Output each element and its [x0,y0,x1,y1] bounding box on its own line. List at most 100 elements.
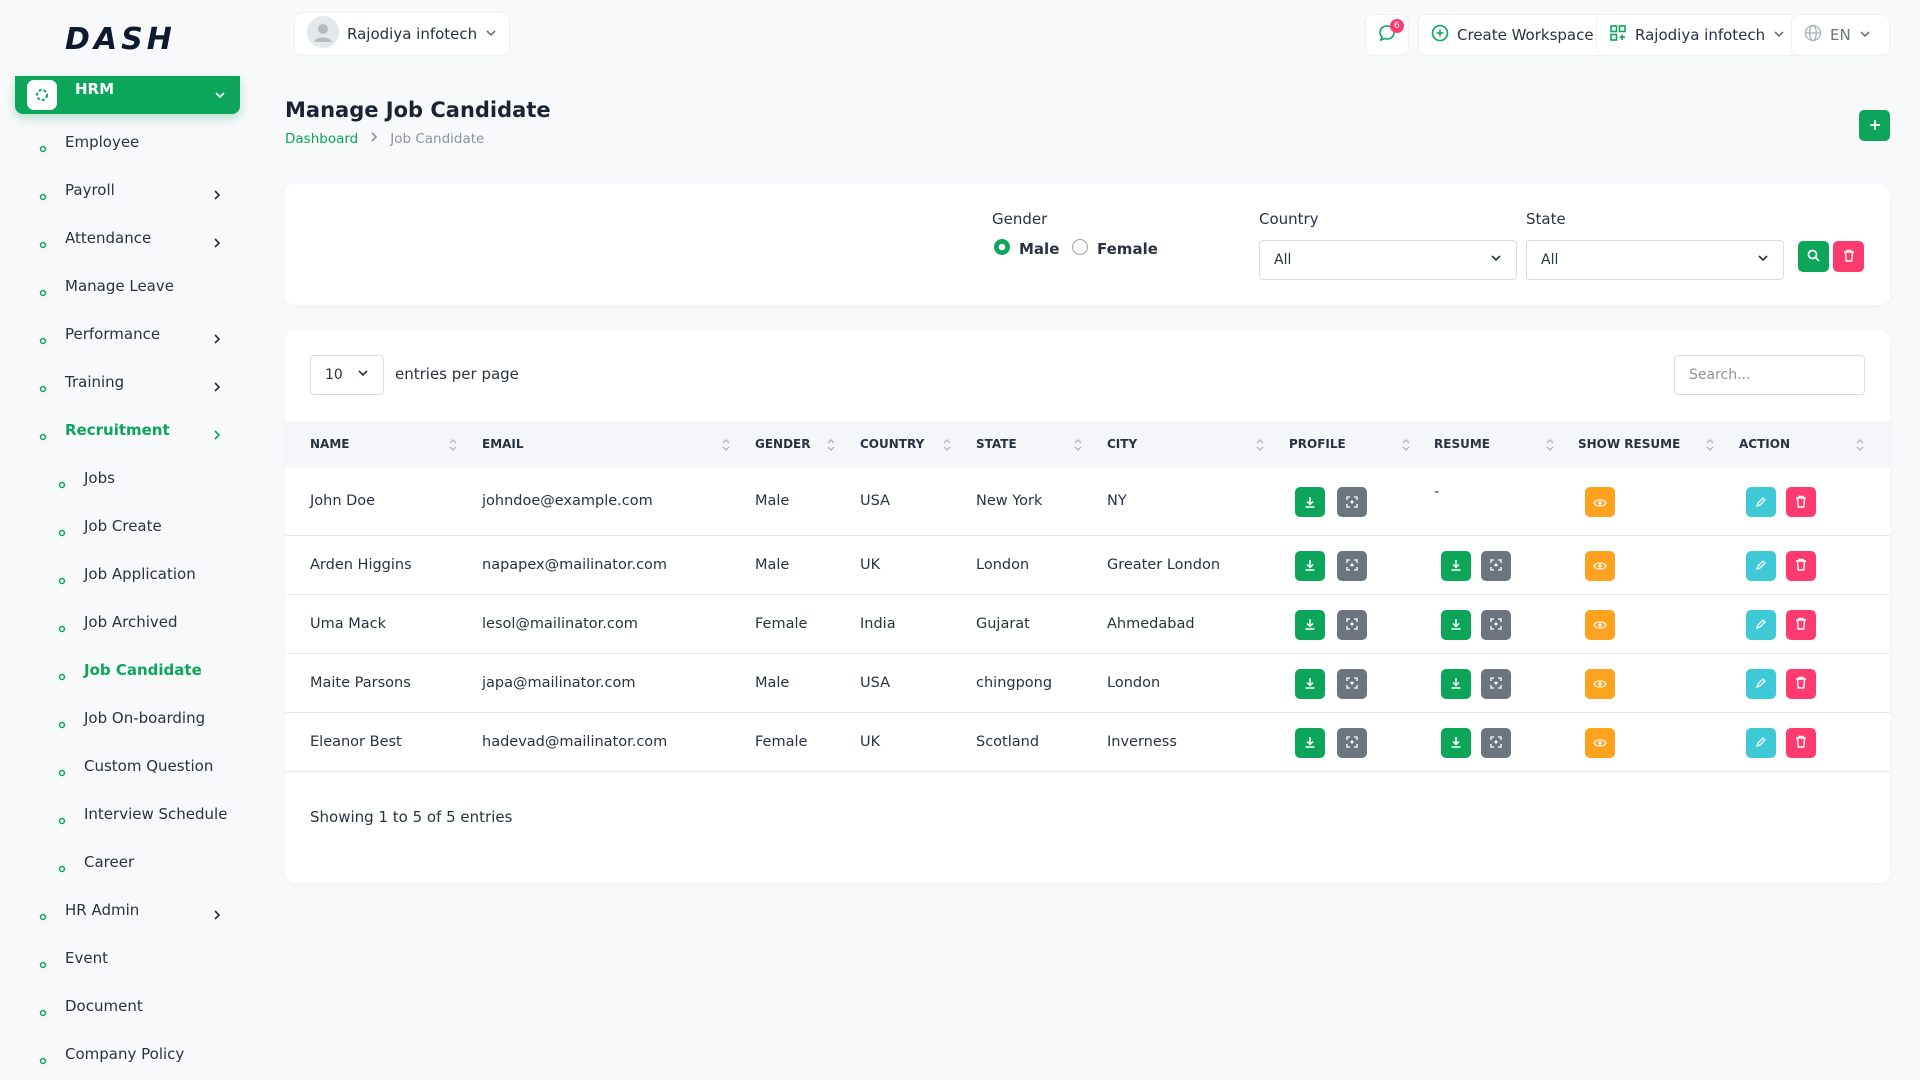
resume-download-button[interactable] [1441,550,1471,581]
resume-download-button[interactable] [1441,668,1471,699]
column-header[interactable]: GENDER [755,437,811,451]
show-resume-button[interactable] [1585,550,1615,581]
show-resume-button[interactable] [1585,727,1615,758]
breadcrumb-link[interactable]: Dashboard [285,131,359,147]
menu-item[interactable]: Job Create [0,510,240,542]
column-header[interactable]: STATE [976,437,1017,451]
menu-item[interactable]: Payroll [0,174,240,206]
menu-item[interactable]: Career [0,846,240,878]
menu-item[interactable]: HR Admin [0,894,240,926]
menu-item[interactable]: Custom Question [0,750,240,782]
menu-item[interactable]: Manage Leave [0,270,240,302]
column-header[interactable]: SHOW RESUME [1578,437,1681,451]
menu-item[interactable]: Job Application [0,558,240,590]
module-chevron [214,87,226,105]
resume-view-button[interactable] [1481,727,1511,758]
delete-button[interactable] [1786,727,1816,758]
column-header[interactable]: PROFILE [1289,437,1346,451]
menu-item[interactable]: Recruitment [0,414,240,446]
show-resume-button[interactable] [1585,609,1615,640]
show-resume-button[interactable] [1585,668,1615,699]
profile-view-button[interactable] [1337,668,1367,699]
edit-button[interactable] [1746,668,1776,699]
edit-button[interactable] [1746,550,1776,581]
user-dropdown[interactable]: Rajodiya infotech [294,12,511,56]
table-cell: Female [755,615,808,632]
profile-download-button[interactable] [1295,727,1325,758]
delete-button-icon [1795,733,1807,752]
resume-view-button[interactable] [1481,668,1511,699]
state-select[interactable]: All [1526,240,1784,280]
delete-button[interactable] [1786,550,1816,581]
column-header[interactable]: EMAIL [482,437,524,451]
table-row [285,536,1890,595]
search-placeholder: Search... [1689,367,1751,383]
menu-label: Payroll [65,181,115,199]
menu-item[interactable]: Employee [0,126,240,158]
edit-button[interactable] [1746,487,1776,517]
profile-view-button[interactable] [1337,609,1367,640]
profile-download-button[interactable] [1295,550,1325,581]
search-button[interactable] [1798,241,1829,272]
reset-button[interactable] [1833,241,1864,272]
add-button[interactable] [1859,110,1890,141]
delete-button[interactable] [1786,487,1816,517]
menu-item[interactable]: Training [0,366,240,398]
gender-radio[interactable]: Male [993,238,1059,260]
edit-button[interactable] [1746,727,1776,758]
menu-arrow-glyph [214,430,221,440]
menu-label: Training [65,373,125,391]
menu-item[interactable]: Document [0,990,240,1022]
menu-item[interactable]: Attendance [0,222,240,254]
profile-view-button[interactable] [1337,727,1367,758]
column-header[interactable]: ACTION [1739,437,1790,451]
delete-button[interactable] [1786,609,1816,640]
language-dropdown[interactable]: EN [1791,14,1890,56]
module-header[interactable]: HRM [15,76,240,114]
profile-download-button[interactable] [1295,487,1325,517]
delete-button[interactable] [1786,668,1816,699]
profile-download-button[interactable] [1295,668,1325,699]
country-select[interactable]: All [1259,240,1517,280]
edit-button[interactable] [1746,609,1776,640]
menu-item[interactable]: Job On-boarding [0,702,240,734]
profile-view-button[interactable] [1337,550,1367,581]
entries-value: 10 [325,367,343,383]
column-header[interactable]: RESUME [1434,437,1490,451]
resume-view-button[interactable] [1481,550,1511,581]
profile-view-button[interactable] [1337,487,1367,517]
menu-item[interactable]: Job Archived [0,606,240,638]
breadcrumb-separator [368,131,380,147]
table-cell: lesol@mailinator.com [482,615,638,632]
menu-item[interactable]: Event [0,942,240,974]
edit-button-icon [1755,493,1767,512]
menu-bullet-glyph [39,433,47,441]
menu-item[interactable]: Job Candidate [0,654,240,686]
profile-download-button[interactable] [1295,609,1325,640]
entries-label: entries per page [395,365,519,383]
column-header[interactable]: CITY [1107,437,1138,451]
resume-download-button[interactable] [1441,727,1471,758]
resume-view-button[interactable] [1481,609,1511,640]
table-row [285,595,1890,654]
table-cell: Male [755,493,790,509]
menu-item[interactable]: Performance [0,318,240,350]
table-cell: Uma Mack [310,615,386,632]
edit-button-icon-glyph [1755,678,1766,689]
search-input[interactable]: Search... [1674,355,1865,395]
entries-select[interactable]: 10 [310,355,384,395]
create-workspace-button[interactable]: Create Workspace [1418,14,1607,56]
gender-radio[interactable]: Female [1071,238,1158,260]
menu-bullet-glyph [39,913,47,921]
menu-item[interactable]: Interview Schedule [0,798,240,830]
resume-download-button[interactable] [1441,609,1471,640]
menu-bullet [58,714,66,733]
menu-item[interactable]: Jobs [0,462,240,494]
menu-item[interactable]: Company Policy [0,1038,240,1070]
resume-download-button-icon [1450,556,1462,575]
column-header[interactable]: COUNTRY [860,437,925,451]
show-resume-button[interactable] [1585,487,1615,517]
column-header[interactable]: NAME [310,437,350,451]
notifications[interactable]: 6 [1365,14,1409,56]
workspace-dropdown[interactable]: Rajodiya infotech [1596,14,1799,56]
